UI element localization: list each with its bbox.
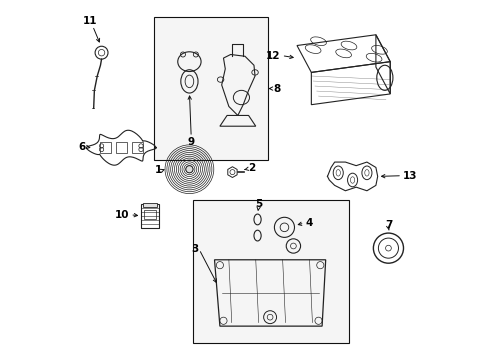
- Bar: [143, 203, 157, 207]
- Bar: [116, 142, 126, 153]
- Text: 2: 2: [248, 163, 256, 173]
- Text: 1: 1: [154, 165, 162, 175]
- Text: 4: 4: [305, 218, 313, 228]
- Text: 6: 6: [78, 142, 85, 152]
- Text: 3: 3: [191, 244, 198, 254]
- Text: 7: 7: [385, 220, 392, 230]
- Bar: [144, 211, 156, 220]
- Text: 10: 10: [115, 210, 129, 220]
- Bar: [132, 142, 143, 153]
- Text: 13: 13: [403, 171, 417, 181]
- Circle shape: [186, 166, 193, 173]
- Bar: [193, 200, 349, 343]
- Text: 12: 12: [266, 50, 280, 60]
- Text: 11: 11: [83, 17, 98, 27]
- Text: 5: 5: [255, 199, 262, 210]
- Bar: [141, 204, 159, 228]
- Text: 8: 8: [274, 84, 281, 94]
- Bar: [153, 17, 269, 160]
- Text: 9: 9: [188, 138, 195, 147]
- Bar: [100, 142, 111, 153]
